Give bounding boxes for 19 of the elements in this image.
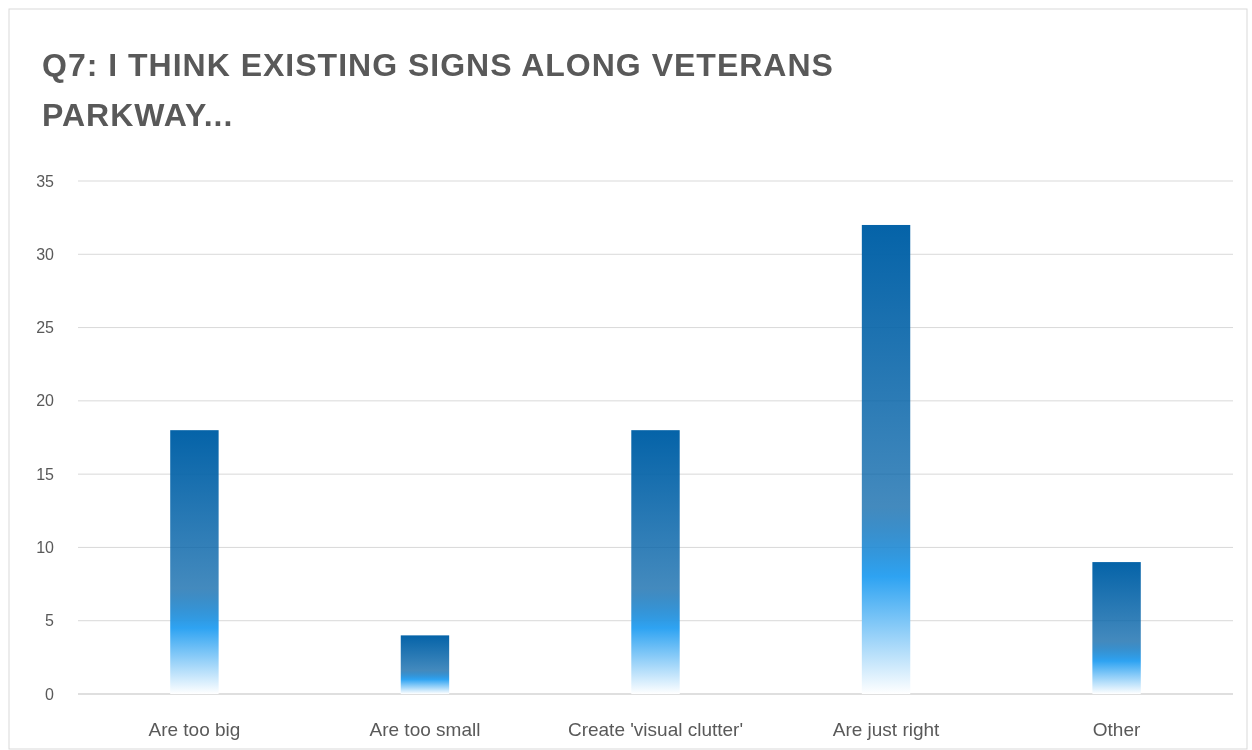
bar (400, 635, 450, 694)
x-tick-label: Are too big (148, 719, 241, 740)
y-tick-label: 25 (36, 319, 55, 337)
x-tick-label: Create 'visual clutter' (567, 719, 744, 740)
bar (1092, 562, 1141, 694)
chart-title: Q7: I THINK EXISTING SIGNS ALONG VETERANS PARKWAY... (42, 47, 834, 133)
x-tick-label: Are too small (369, 719, 481, 740)
bar (631, 430, 680, 694)
y-tick-label: 5 (45, 612, 55, 630)
y-tick-label: 15 (36, 465, 55, 483)
y-tick-label: 30 (36, 245, 55, 263)
y-tick-label: 10 (36, 539, 55, 557)
bar (170, 430, 219, 694)
y-tick-label: 0 (45, 685, 55, 703)
y-tick-label: 20 (36, 392, 55, 410)
bar (861, 224, 911, 694)
y-tick-label: 35 (36, 172, 55, 190)
x-tick-label: Other (1092, 719, 1141, 740)
x-tick-label: Are just right (832, 719, 941, 740)
